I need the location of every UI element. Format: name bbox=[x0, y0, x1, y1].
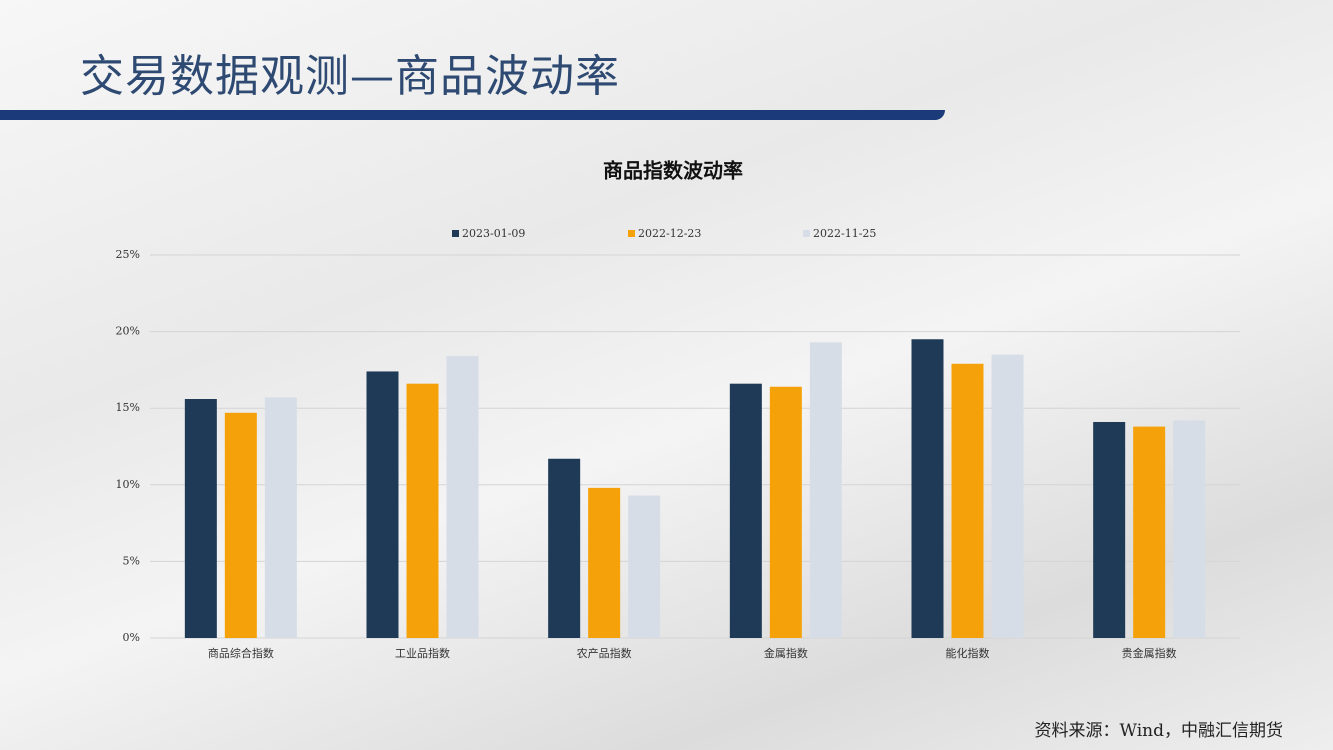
x-tick-label: 贵金属指数 bbox=[1122, 646, 1177, 660]
bar bbox=[769, 386, 802, 638]
chart-title: 商品指数波动率 bbox=[603, 159, 743, 183]
legend-label: 2022-12-23 bbox=[638, 227, 701, 240]
bar bbox=[1133, 426, 1166, 638]
x-tick-label: 商品综合指数 bbox=[208, 646, 274, 660]
bar bbox=[991, 354, 1024, 638]
bar bbox=[1093, 421, 1126, 638]
bar bbox=[809, 342, 842, 638]
legend-label: 2023-01-09 bbox=[462, 227, 525, 240]
x-tick-label: 能化指数 bbox=[946, 646, 990, 660]
header-band bbox=[0, 110, 945, 120]
bar bbox=[729, 383, 762, 638]
legend-label: 2022-11-25 bbox=[813, 227, 876, 240]
x-tick-label: 工业品指数 bbox=[395, 646, 450, 660]
bar bbox=[951, 363, 984, 638]
slide-title: 交易数据观测—商品波动率 bbox=[80, 51, 620, 102]
y-tick-label: 20% bbox=[116, 325, 140, 338]
bar bbox=[264, 397, 297, 638]
y-tick-label: 10% bbox=[116, 478, 140, 491]
bar bbox=[588, 487, 621, 638]
y-tick-label: 0% bbox=[123, 631, 140, 644]
x-tick-label: 农产品指数 bbox=[577, 646, 632, 660]
y-tick-label: 25% bbox=[116, 248, 140, 261]
bar bbox=[1173, 420, 1206, 638]
bar bbox=[184, 399, 217, 638]
x-tick-label: 金属指数 bbox=[764, 646, 808, 660]
y-tick-label: 5% bbox=[123, 554, 140, 567]
bar bbox=[548, 458, 581, 638]
bar bbox=[911, 339, 944, 638]
legend-swatch bbox=[628, 230, 635, 237]
legend-swatch bbox=[803, 230, 810, 237]
bar bbox=[366, 371, 399, 638]
bar bbox=[446, 356, 479, 638]
bar bbox=[628, 495, 661, 638]
legend-swatch bbox=[452, 230, 459, 237]
y-tick-label: 15% bbox=[116, 401, 140, 414]
source-note: 资料来源：Wind，中融汇信期货 bbox=[1034, 721, 1283, 741]
bar bbox=[224, 412, 257, 638]
bar bbox=[406, 383, 439, 638]
